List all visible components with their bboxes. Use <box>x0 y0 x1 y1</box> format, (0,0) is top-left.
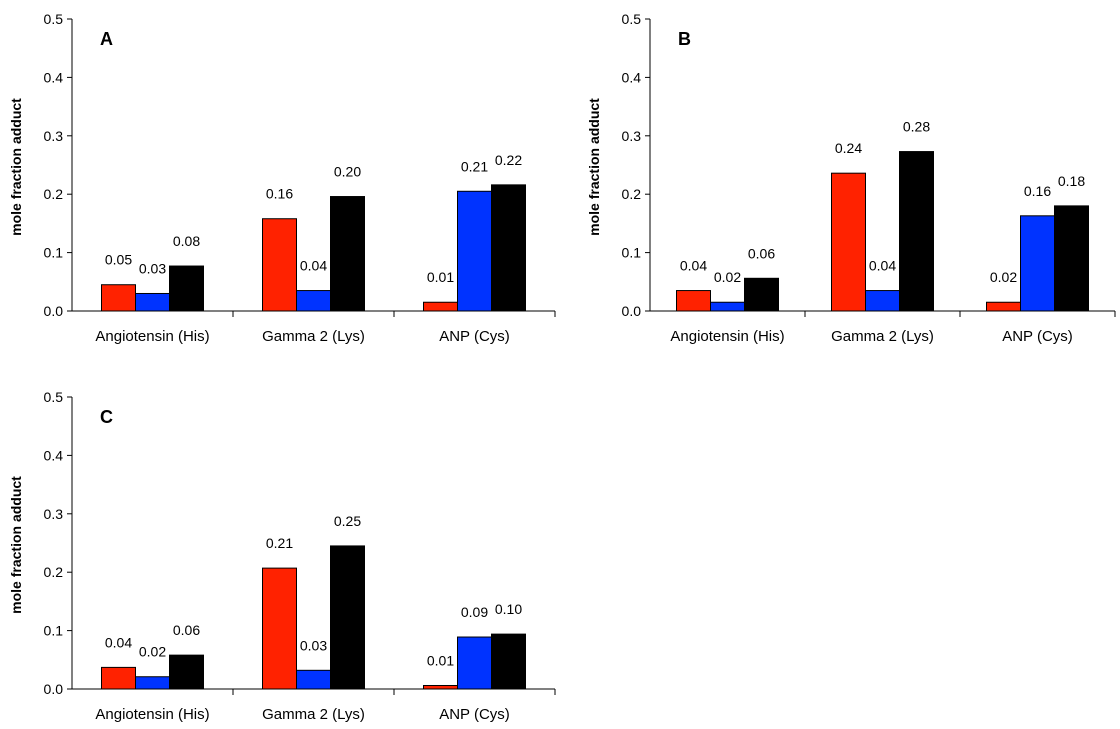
y-tick-label: 0.5 <box>44 11 64 27</box>
data-label: 0.18 <box>1058 173 1085 189</box>
panel-label: C <box>100 407 113 427</box>
y-tick-label: 0.0 <box>44 681 64 697</box>
bar <box>744 277 779 312</box>
panel-label: A <box>100 29 113 49</box>
data-label: 0.04 <box>680 258 707 274</box>
bar <box>457 636 492 690</box>
data-label: 0.08 <box>173 233 200 249</box>
y-tick-label: 0.3 <box>44 128 64 144</box>
bar <box>262 567 297 690</box>
y-axis-label: mole fraction adduct <box>586 98 602 236</box>
data-label: 0.06 <box>748 245 775 261</box>
bar <box>262 218 297 312</box>
y-axis-label: mole fraction adduct <box>8 476 24 614</box>
bar <box>169 654 204 690</box>
x-tick-label: Gamma 2 (Lys) <box>262 328 365 345</box>
data-label: 0.22 <box>495 152 522 168</box>
bar <box>831 172 866 312</box>
x-tick-label: Angiotensin (His) <box>95 328 209 345</box>
bar <box>986 301 1021 312</box>
bar <box>491 184 526 312</box>
data-label: 0.03 <box>139 260 166 276</box>
bar <box>423 684 458 690</box>
bar <box>296 669 331 690</box>
chart-panel-c: 0.0 0.1 0.2 0.3 0.4 0.5 mole fraction adduct C A… <box>8 389 556 723</box>
x-tick-label: ANP (Cys) <box>439 706 510 723</box>
y-tick-label: 0.2 <box>44 186 64 202</box>
data-label: 0.01 <box>427 269 454 285</box>
data-label: 0.28 <box>903 119 930 135</box>
bar <box>296 290 331 312</box>
data-label: 0.21 <box>266 535 293 551</box>
data-label: 0.04 <box>869 258 896 274</box>
y-tick-label: 0.3 <box>44 506 64 522</box>
y-tick-label: 0.1 <box>44 623 64 639</box>
bar <box>101 666 136 690</box>
y-axis-label: mole fraction adduct <box>8 98 24 236</box>
data-label: 0.05 <box>105 252 132 268</box>
data-label: 0.10 <box>495 601 522 617</box>
y-tick-label: 0.0 <box>44 303 64 319</box>
x-tick-label: Gamma 2 (Lys) <box>831 328 934 345</box>
y-tick-label: 0.0 <box>622 303 642 319</box>
bar <box>330 196 365 312</box>
x-tick-label: Gamma 2 (Lys) <box>262 706 365 723</box>
bar <box>1020 215 1055 312</box>
bar <box>899 151 934 312</box>
y-tick-label: 0.5 <box>622 11 642 27</box>
y-tick-label: 0.3 <box>622 128 642 144</box>
bar <box>135 676 170 690</box>
chart-panel-b: 0.0 0.1 0.2 0.3 0.4 0.5 mole fraction adduct B A… <box>586 11 1116 345</box>
y-tick-label: 0.4 <box>44 447 64 463</box>
bar <box>169 265 204 312</box>
bar <box>101 284 136 312</box>
bar <box>491 633 526 690</box>
y-tick-label: 0.4 <box>622 69 642 85</box>
x-tick-label: ANP (Cys) <box>439 328 510 345</box>
data-label: 0.04 <box>300 258 327 274</box>
bar <box>135 292 170 312</box>
bar <box>457 190 492 312</box>
data-label: 0.02 <box>139 644 166 660</box>
chart-panel-a: 0.0 0.1 0.2 0.3 0.4 0.5 mole fraction adduct A A… <box>8 11 556 345</box>
data-label: 0.02 <box>990 269 1017 285</box>
data-label: 0.16 <box>266 186 293 202</box>
bar <box>423 301 458 312</box>
data-label: 0.04 <box>105 634 132 650</box>
y-tick-label: 0.5 <box>44 389 64 405</box>
data-label: 0.16 <box>1024 183 1051 199</box>
bar <box>676 290 711 312</box>
data-label: 0.02 <box>714 269 741 285</box>
data-label: 0.06 <box>173 622 200 638</box>
y-tick-label: 0.2 <box>44 564 64 580</box>
y-tick-label: 0.4 <box>44 69 64 85</box>
data-label: 0.03 <box>300 637 327 653</box>
x-tick-label: Angiotensin (His) <box>95 706 209 723</box>
bar <box>1054 205 1089 312</box>
data-label: 0.20 <box>334 164 361 180</box>
panel-label: B <box>678 29 691 49</box>
x-tick-label: Angiotensin (His) <box>670 328 784 345</box>
y-tick-label: 0.2 <box>622 186 642 202</box>
bar <box>865 290 900 312</box>
x-tick-label: ANP (Cys) <box>1002 328 1073 345</box>
data-label: 0.21 <box>461 158 488 174</box>
y-tick-label: 0.1 <box>622 245 642 261</box>
data-label: 0.25 <box>334 513 361 529</box>
data-label: 0.09 <box>461 604 488 620</box>
y-tick-label: 0.1 <box>44 245 64 261</box>
data-label: 0.01 <box>427 652 454 668</box>
bar <box>330 545 365 690</box>
data-label: 0.24 <box>835 140 862 156</box>
bar <box>710 301 745 312</box>
